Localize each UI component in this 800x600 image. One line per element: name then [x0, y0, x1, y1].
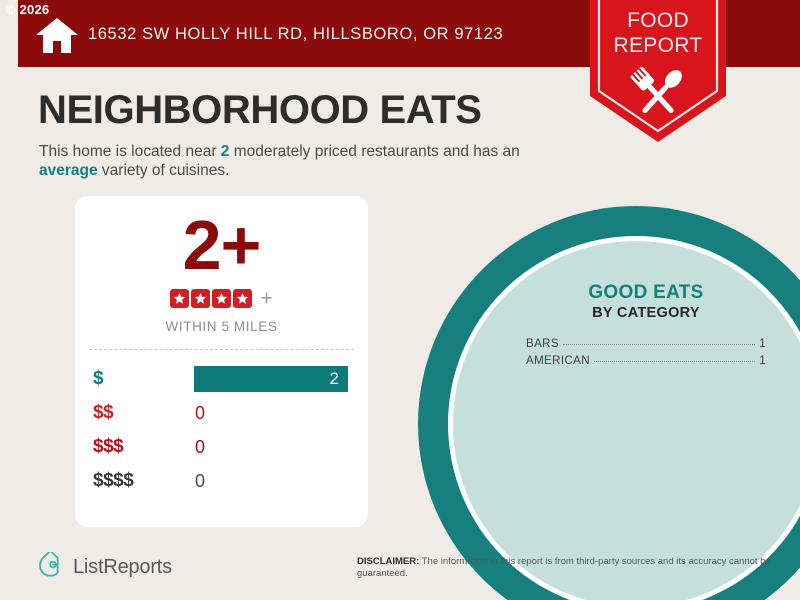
price-range-value: 0	[195, 436, 206, 457]
badge-line-1: FOOD	[627, 9, 689, 32]
category-count: 1	[759, 355, 766, 367]
category-row: BARS 1	[526, 338, 766, 350]
price-range-row: $$ 0	[75, 396, 368, 430]
good-eats-category-list: BARS 1 AMERICAN 1	[512, 338, 780, 367]
star-icon	[191, 289, 211, 308]
disclaimer: DISCLAIMER: The information in this repo…	[357, 556, 782, 580]
card-divider	[89, 349, 354, 350]
subtitle-part-1: This home is located near	[39, 143, 221, 160]
house-icon	[35, 16, 79, 54]
star-rating: +	[75, 287, 368, 310]
subtitle-highlight-variety: average	[39, 162, 98, 179]
price-range-value: 2	[329, 369, 339, 388]
subtitle-highlight-count: 2	[220, 143, 230, 160]
dot-leader	[562, 344, 756, 345]
copyright-label: © 2026	[6, 2, 50, 17]
listreports-logo: ListReports	[38, 549, 172, 583]
category-row: AMERICAN 1	[526, 355, 766, 367]
star-icon	[212, 289, 232, 308]
star-plus-label: +	[260, 287, 273, 310]
property-address: 16532 SW HOLLY HILL RD, HILLSBORO, OR 97…	[88, 25, 504, 43]
listreports-house-tag-icon	[38, 549, 64, 583]
star-icon	[233, 289, 253, 308]
price-range-chart: $2 $$ 0 $$$ 0 $$$$ 0	[75, 362, 368, 498]
category-name: AMERICAN	[526, 355, 590, 367]
price-summary-card: 2+ + WITHIN 5 MILES $2 $$ 0 $$$ 0 $$$$ 0	[75, 196, 368, 527]
subtitle-part-3: variety of cuisines.	[97, 162, 230, 179]
page-subtitle: This home is located near 2 moderately p…	[39, 142, 544, 180]
circle-outer-ring	[418, 206, 800, 600]
dot-leader	[593, 361, 756, 362]
good-eats-subtitle: BY CATEGORY	[592, 305, 700, 321]
listreports-wordmark: ListReports	[73, 556, 172, 578]
star-icon	[170, 289, 190, 308]
badge-line-2: REPORT	[613, 34, 703, 57]
price-range-row: $$$$ 0	[75, 464, 368, 498]
price-range-label: $$$$	[93, 470, 134, 491]
good-eats-title: GOOD EATS	[588, 282, 704, 303]
price-range-label: $$	[93, 402, 114, 423]
price-range-label: $$$	[93, 436, 124, 457]
disclaimer-label: DISCLAIMER:	[357, 556, 420, 567]
price-range-label: $	[93, 368, 104, 389]
price-range-value: 0	[195, 402, 206, 423]
food-report-badge: FOOD REPORT	[568, 0, 748, 146]
subtitle-part-2: moderately priced restaurants and has an	[229, 143, 520, 160]
page-title: NEIGHBORHOOD EATS	[38, 88, 482, 132]
disclaimer-text: The information in this report is from t…	[357, 556, 771, 579]
badge-text: FOOD REPORT	[568, 8, 748, 58]
category-count: 1	[759, 338, 766, 350]
restaurant-count-headline: 2+	[182, 206, 262, 284]
price-range-bar: 2	[194, 366, 348, 392]
radius-label: WITHIN 5 MILES	[165, 319, 278, 334]
category-name: BARS	[526, 338, 559, 350]
good-eats-panel: GOOD EATS BY CATEGORY BARS 1 AMERICAN 1	[512, 282, 780, 372]
price-range-row: $2	[75, 362, 368, 396]
price-range-row: $$$ 0	[75, 430, 368, 464]
price-range-value: 0	[195, 470, 206, 491]
